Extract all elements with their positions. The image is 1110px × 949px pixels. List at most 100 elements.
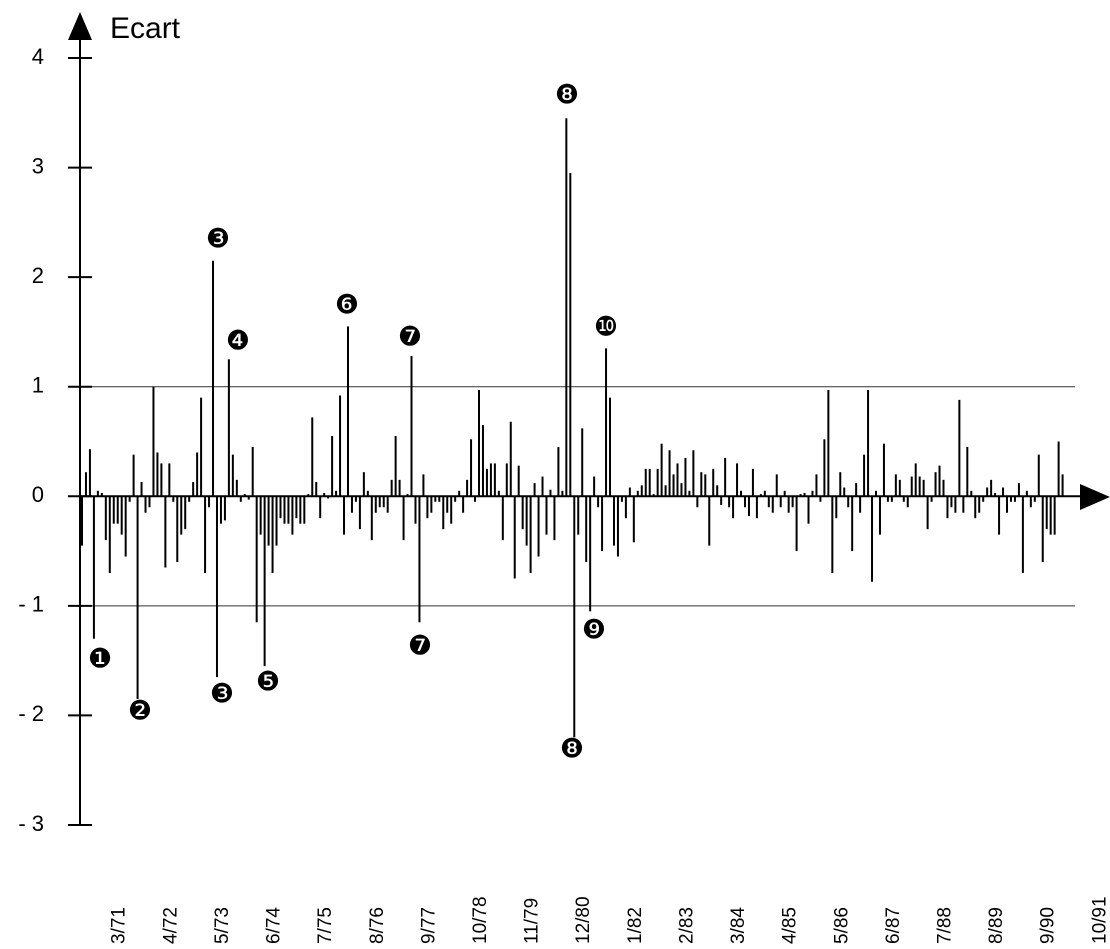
y-axis-label: Ecart	[110, 12, 181, 45]
bar	[160, 463, 163, 497]
bar	[454, 496, 457, 502]
bar	[104, 496, 107, 541]
bar	[636, 490, 639, 497]
bar	[942, 479, 945, 497]
bar	[545, 496, 548, 535]
bar	[291, 496, 294, 535]
bar	[136, 496, 139, 699]
bar	[978, 496, 981, 513]
bar	[1025, 490, 1028, 497]
bar	[918, 476, 921, 497]
bar	[732, 496, 735, 519]
bar	[1021, 496, 1024, 573]
bar	[354, 496, 357, 502]
x-tick-label: 4/85	[780, 907, 801, 944]
y-axis-arrow	[68, 12, 92, 40]
bar	[525, 496, 528, 546]
bar	[680, 483, 683, 497]
bar	[632, 496, 635, 543]
bar	[894, 474, 897, 497]
bar	[581, 428, 584, 497]
bar	[279, 496, 282, 519]
bar	[307, 494, 310, 497]
bar	[553, 496, 556, 541]
bar	[485, 468, 488, 497]
bar	[736, 463, 739, 497]
x-tick-label: 4/72	[160, 907, 181, 944]
bar	[612, 496, 615, 546]
bar	[696, 496, 699, 508]
bar	[402, 496, 405, 541]
bar	[966, 446, 969, 497]
bar	[215, 496, 218, 678]
bar	[92, 496, 95, 639]
bar	[708, 496, 711, 546]
bar	[855, 483, 858, 497]
bar	[470, 439, 473, 497]
bar	[450, 496, 453, 524]
x-tick-label: 7/75	[315, 907, 336, 944]
bar	[446, 496, 449, 513]
bar	[1009, 496, 1012, 502]
bar	[164, 496, 167, 568]
bar	[84, 472, 87, 497]
bar	[247, 496, 250, 500]
bar	[886, 496, 889, 502]
bar	[263, 496, 266, 667]
bar	[426, 496, 429, 519]
bar	[255, 496, 258, 623]
bar	[481, 425, 484, 497]
bar	[108, 496, 111, 573]
bar	[787, 496, 790, 513]
bar	[1013, 496, 1016, 502]
bar	[96, 490, 99, 497]
bar	[616, 496, 619, 557]
bar	[597, 496, 600, 508]
bar	[362, 472, 365, 497]
y-tick-label: - 1	[18, 592, 44, 617]
bar	[489, 463, 492, 497]
bar	[513, 496, 516, 579]
bar	[871, 496, 874, 582]
bar	[954, 496, 957, 513]
bar	[720, 496, 723, 506]
bar	[751, 468, 754, 497]
bar	[410, 356, 413, 497]
x-tick-label: 8/89	[986, 907, 1007, 944]
bar	[747, 496, 750, 517]
bar	[287, 496, 290, 524]
bar	[863, 454, 866, 497]
bar	[430, 496, 433, 513]
bar	[914, 463, 917, 497]
bar	[497, 490, 500, 497]
bar	[998, 496, 1001, 535]
bar	[394, 436, 397, 497]
bar	[557, 446, 560, 497]
bar	[81, 496, 83, 546]
bar	[112, 496, 115, 524]
bar	[926, 496, 929, 530]
bar	[882, 443, 885, 497]
y-tick-label: - 3	[18, 811, 44, 836]
x-tick-label: 10/78	[470, 896, 491, 944]
bar	[358, 496, 361, 530]
bar	[946, 496, 949, 519]
bar	[259, 496, 262, 535]
bar	[640, 485, 643, 497]
bar	[208, 496, 211, 508]
bar	[851, 496, 854, 552]
bar	[374, 496, 377, 513]
bar	[950, 496, 953, 508]
bar	[335, 490, 338, 497]
bar	[156, 452, 159, 497]
bar	[767, 496, 770, 508]
bar	[910, 476, 913, 497]
bar	[779, 496, 782, 508]
bar	[970, 490, 973, 497]
bar	[1041, 496, 1044, 563]
bar	[1029, 496, 1032, 508]
bar	[660, 443, 663, 497]
bar	[1061, 474, 1064, 497]
y-tick-label: 1	[32, 373, 44, 398]
bar	[235, 479, 238, 497]
